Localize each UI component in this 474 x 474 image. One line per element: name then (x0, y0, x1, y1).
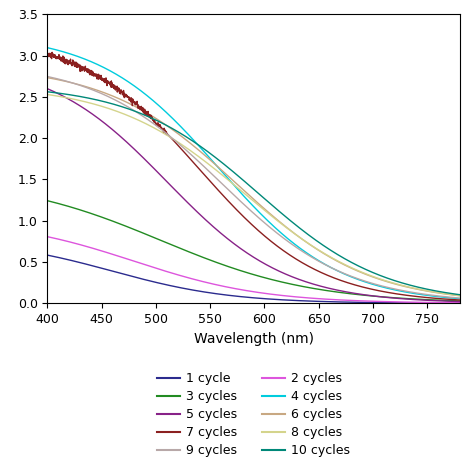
1 cycle (45, 252, 50, 258)
6 cycles (234, 181, 240, 187)
4 cycles (457, 296, 463, 301)
10 cycles (65, 91, 71, 97)
Line: 6 cycles: 6 cycles (47, 78, 460, 296)
8 cycles (445, 291, 451, 297)
7 cycles (245, 219, 251, 224)
2 cycles (445, 300, 450, 306)
2 cycles (457, 300, 463, 306)
Line: 4 cycles: 4 cycles (47, 48, 460, 299)
5 cycles (65, 96, 71, 102)
5 cycles (234, 243, 240, 249)
8 cycles (234, 184, 240, 190)
5 cycles (45, 86, 50, 91)
6 cycles (457, 293, 463, 299)
6 cycles (245, 191, 251, 197)
10 cycles (234, 172, 240, 178)
Line: 8 cycles: 8 cycles (47, 94, 460, 296)
3 cycles (245, 270, 251, 276)
2 cycles (45, 234, 50, 239)
7 cycles (45, 50, 50, 55)
3 cycles (234, 267, 240, 273)
5 cycles (457, 299, 463, 304)
8 cycles (45, 91, 50, 97)
5 cycles (445, 298, 451, 304)
9 cycles (65, 79, 71, 84)
4 cycles (445, 295, 450, 301)
X-axis label: Wavelength (nm): Wavelength (nm) (193, 332, 314, 346)
10 cycles (45, 89, 50, 95)
1 cycle (245, 294, 251, 300)
3 cycles (445, 298, 451, 303)
6 cycles (65, 79, 71, 85)
10 cycles (457, 292, 463, 298)
4 cycles (45, 45, 50, 51)
1 cycle (457, 301, 463, 306)
10 cycles (369, 269, 375, 275)
9 cycles (234, 195, 240, 201)
Line: 5 cycles: 5 cycles (47, 89, 460, 301)
8 cycles (65, 95, 71, 101)
1 cycle (445, 301, 450, 306)
7 cycles (49, 49, 55, 55)
2 cycles (65, 239, 71, 245)
8 cycles (445, 291, 450, 297)
9 cycles (45, 73, 50, 79)
Line: 3 cycles: 3 cycles (47, 201, 460, 301)
7 cycles (457, 297, 463, 303)
Legend: 1 cycle, 3 cycles, 5 cycles, 7 cycles, 9 cycles, 2 cycles, 4 cycles, 6 cycles, 8: 1 cycle, 3 cycles, 5 cycles, 7 cycles, 9… (152, 367, 355, 463)
3 cycles (65, 203, 71, 209)
1 cycle (445, 301, 451, 306)
4 cycles (245, 198, 251, 203)
1 cycle (369, 300, 375, 305)
2 cycles (445, 300, 451, 306)
4 cycles (65, 51, 71, 56)
Line: 7 cycles: 7 cycles (47, 52, 460, 300)
6 cycles (369, 274, 375, 280)
10 cycles (445, 290, 451, 296)
3 cycles (445, 298, 450, 303)
3 cycles (45, 198, 50, 203)
8 cycles (245, 193, 251, 199)
10 cycles (445, 290, 450, 296)
5 cycles (445, 298, 450, 304)
Line: 10 cycles: 10 cycles (47, 92, 460, 295)
Line: 9 cycles: 9 cycles (47, 76, 460, 298)
9 cycles (369, 281, 375, 286)
2 cycles (245, 288, 251, 294)
1 cycle (65, 257, 71, 263)
2 cycles (369, 299, 375, 304)
4 cycles (445, 295, 451, 301)
6 cycles (445, 292, 450, 297)
7 cycles (234, 208, 240, 213)
5 cycles (245, 251, 251, 256)
Line: 1 cycle: 1 cycle (47, 255, 460, 303)
5 cycles (369, 293, 375, 299)
10 cycles (245, 182, 251, 187)
9 cycles (445, 294, 451, 300)
7 cycles (66, 58, 72, 64)
9 cycles (445, 294, 450, 300)
4 cycles (234, 186, 240, 191)
4 cycles (369, 281, 375, 287)
1 cycle (234, 293, 240, 299)
3 cycles (457, 298, 463, 304)
7 cycles (445, 296, 451, 302)
7 cycles (369, 286, 375, 292)
Line: 2 cycles: 2 cycles (47, 237, 460, 303)
6 cycles (445, 292, 451, 297)
9 cycles (245, 205, 251, 211)
8 cycles (457, 293, 463, 299)
2 cycles (234, 286, 240, 292)
9 cycles (457, 295, 463, 301)
7 cycles (445, 296, 451, 302)
6 cycles (45, 75, 50, 81)
3 cycles (369, 293, 375, 299)
8 cycles (369, 273, 375, 279)
